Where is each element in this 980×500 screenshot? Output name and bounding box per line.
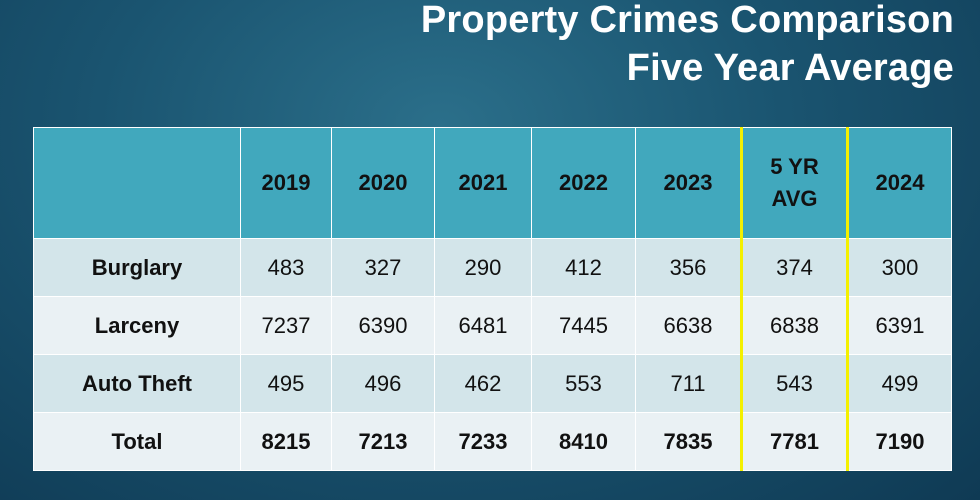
table-cell: 462 xyxy=(434,354,532,413)
table-cell: 290 xyxy=(434,238,532,297)
table-cell-avg: 6838 xyxy=(740,296,849,355)
header-2021: 2021 xyxy=(434,127,532,239)
header-5yr-avg-line1: 5 YR xyxy=(770,154,819,179)
table-cell: 553 xyxy=(531,354,636,413)
header-corner xyxy=(33,127,241,239)
table-cell: 6390 xyxy=(331,296,435,355)
header-2019: 2019 xyxy=(240,127,332,239)
table-cell: 300 xyxy=(847,238,952,297)
title-line-1: Property Crimes Comparison xyxy=(420,0,954,41)
table-cell: 483 xyxy=(240,238,332,297)
table-cell: 6481 xyxy=(434,296,532,355)
header-2024: 2024 xyxy=(847,127,952,239)
table-cell: 7237 xyxy=(240,296,332,355)
table-cell: 327 xyxy=(331,238,435,297)
header-5yr-avg: 5 YR AVG xyxy=(740,127,849,239)
property-crimes-table: 2019 2020 2021 2022 2023 5 YR AVG 2024 B… xyxy=(33,127,952,471)
table-cell: 6638 xyxy=(635,296,742,355)
table-row-auto-theft: Auto Theft 495 496 462 553 711 543 499 xyxy=(33,354,952,413)
header-5yr-avg-line2: AVG xyxy=(771,186,818,211)
table-cell: 711 xyxy=(635,354,742,413)
row-label: Burglary xyxy=(33,238,241,297)
table-row-burglary: Burglary 483 327 290 412 356 374 300 xyxy=(33,238,952,297)
table-cell: 496 xyxy=(331,354,435,413)
table-cell: 7445 xyxy=(531,296,636,355)
title-line-2: Five Year Average xyxy=(626,47,954,89)
table-cell: 7835 xyxy=(635,412,742,471)
table-cell: 7190 xyxy=(847,412,952,471)
header-2020: 2020 xyxy=(331,127,435,239)
slide-title: Property Crimes Comparison Five Year Ave… xyxy=(421,0,954,92)
row-label: Total xyxy=(33,412,241,471)
table-row-total: Total 8215 7213 7233 8410 7835 7781 7190 xyxy=(33,412,952,471)
table-cell-avg: 374 xyxy=(740,238,849,297)
table-cell: 8410 xyxy=(531,412,636,471)
row-label: Larceny xyxy=(33,296,241,355)
table-cell: 7233 xyxy=(434,412,532,471)
table-cell: 495 xyxy=(240,354,332,413)
table-cell-avg: 543 xyxy=(740,354,849,413)
header-2023: 2023 xyxy=(635,127,742,239)
table-cell-avg: 7781 xyxy=(740,412,849,471)
header-2022: 2022 xyxy=(531,127,636,239)
table-cell: 412 xyxy=(531,238,636,297)
table-row-larceny: Larceny 7237 6390 6481 7445 6638 6838 63… xyxy=(33,296,952,355)
row-label: Auto Theft xyxy=(33,354,241,413)
header-row: 2019 2020 2021 2022 2023 5 YR AVG 2024 xyxy=(33,127,952,239)
table-cell: 6391 xyxy=(847,296,952,355)
table-cell: 356 xyxy=(635,238,742,297)
table-cell: 8215 xyxy=(240,412,332,471)
table-cell: 499 xyxy=(847,354,952,413)
table-cell: 7213 xyxy=(331,412,435,471)
